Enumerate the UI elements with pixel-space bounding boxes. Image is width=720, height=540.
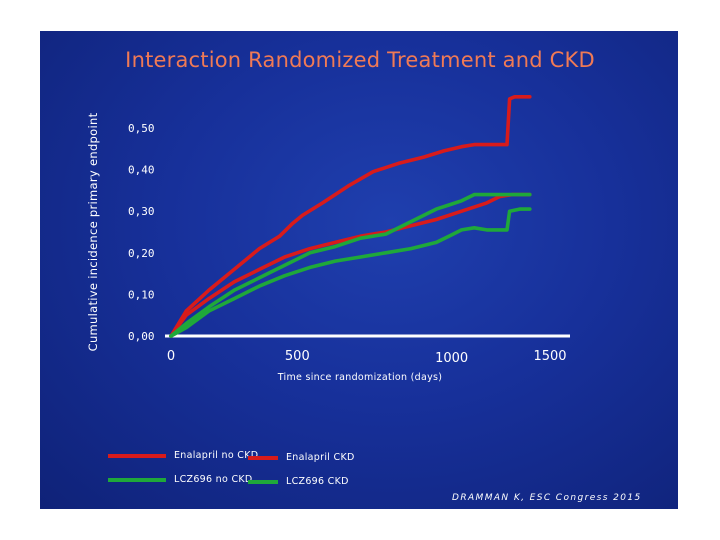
chart-title: Interaction Randomized Treatment and CKD: [125, 48, 595, 72]
slide-background: [40, 31, 678, 509]
x-tick-label: 500: [285, 349, 310, 364]
x-tick-label: 1500: [533, 349, 566, 364]
x-tick-label: 1000: [435, 351, 468, 366]
legend-item-lcz696-ckd: LCZ696 CKD: [248, 476, 349, 487]
source-citation: DRAMMAN K, ESC Congress 2015: [452, 493, 642, 503]
legend-label: Enalapril no CKD: [174, 450, 259, 461]
y-tick-label: 0,00: [128, 330, 155, 343]
legend-item-enalapril-ckd: Enalapril CKD: [248, 452, 355, 463]
series-line-enalapril-ckd: [169, 192, 532, 338]
y-tick-label: 0,50: [128, 122, 155, 135]
legend-swatch-red: [108, 453, 166, 458]
y-tick-label: 0,30: [128, 205, 155, 218]
x-tick-label: 0: [167, 349, 175, 364]
legend-swatch-green: [108, 477, 166, 482]
legend-item-lcz696-no-ckd: LCZ696 no CKD: [108, 474, 253, 485]
legend-swatch-green: [248, 479, 278, 484]
legend-label: LCZ696 no CKD: [174, 474, 253, 485]
legend-item-enalapril-no-ckd: Enalapril no CKD: [108, 450, 258, 461]
y-tick-label: 0,40: [128, 164, 155, 177]
series-line-enalapril-no-ckd: [169, 95, 532, 338]
series-line-lcz696-ckd: [169, 207, 532, 338]
x-axis-label: Time since randomization (days): [277, 372, 443, 383]
legend-label: Enalapril CKD: [286, 452, 355, 463]
legend-swatch-red: [248, 455, 278, 460]
legend-label: LCZ696 CKD: [286, 476, 349, 487]
series-line-lcz696-no-ckd: [169, 192, 532, 338]
y-tick-label: 0,10: [128, 288, 155, 301]
y-tick-label: 0,20: [128, 247, 155, 260]
